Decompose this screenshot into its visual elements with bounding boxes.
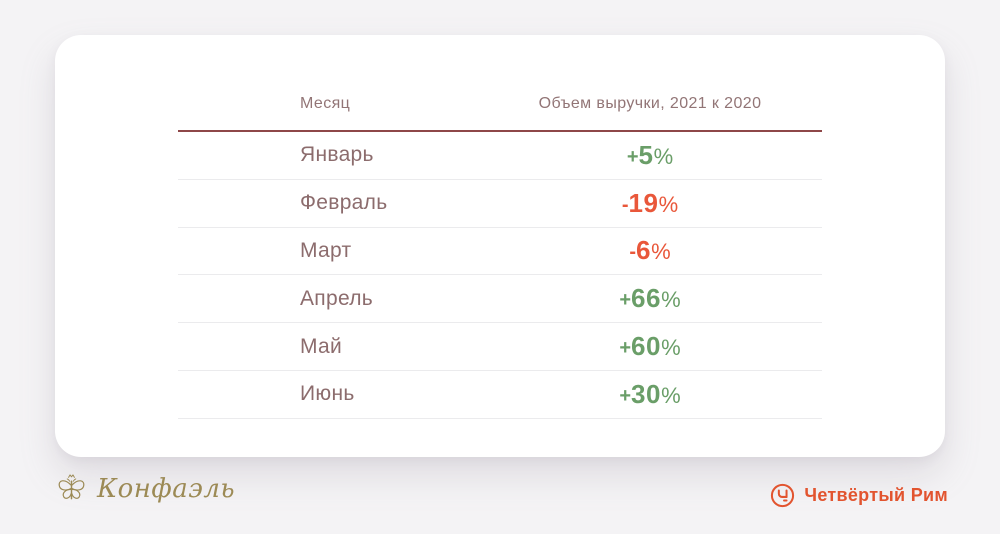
value-cell: +66%: [478, 283, 822, 314]
column-header-month: Месяц: [300, 95, 351, 112]
month-cell: Июнь: [300, 382, 355, 406]
month-cell: Май: [300, 334, 343, 358]
value-sign: +: [619, 337, 631, 360]
month-cell: Февраль: [300, 191, 388, 215]
value-sign: -: [629, 241, 637, 264]
value-cell: +30%: [478, 379, 822, 410]
table-row: Май +60%: [178, 323, 822, 371]
butterfly-icon: [58, 474, 85, 500]
value-number: 5: [638, 139, 654, 170]
value-sign: +: [619, 384, 631, 407]
value-sign: +: [619, 289, 631, 312]
value-cell: -6%: [478, 235, 822, 266]
month-cell: Апрель: [300, 286, 374, 310]
column-header-value: Объем выручки, 2021 к 2020: [538, 95, 762, 112]
value-number: 60: [631, 331, 662, 362]
table-row: Январь +5%: [178, 132, 822, 180]
value-sign: -: [621, 193, 629, 216]
table-body: Январь +5% Февраль -19% Март -6% Апрель +66% Май…: [178, 132, 822, 419]
table-row: Март -6%: [178, 228, 822, 276]
brand-fourth-rome-label: Четвёртый Рим: [804, 485, 948, 505]
value-cell: -19%: [478, 188, 822, 219]
table-row: Февраль -19%: [178, 180, 822, 228]
value-cell: +5%: [478, 140, 822, 171]
brand-confael: Конфаэль: [55, 473, 235, 504]
value-cell: +60%: [478, 331, 822, 362]
percent-sign: %: [661, 335, 681, 361]
percent-sign: %: [651, 239, 671, 265]
table-row: Июнь +30%: [178, 371, 822, 419]
month-cell: Январь: [300, 143, 374, 167]
table-card: Месяц Объем выручки, 2021 к 2020 Январь +…: [55, 35, 945, 457]
percent-sign: %: [661, 287, 681, 313]
value-number: 30: [631, 378, 662, 409]
brand-fourth-rome: Четвёртый Рим: [770, 483, 948, 508]
value-number: 6: [636, 235, 652, 266]
revenue-table: Месяц Объем выручки, 2021 к 2020 Январь +…: [178, 35, 822, 419]
value-number: 66: [631, 283, 662, 314]
table-row: Апрель +66%: [178, 275, 822, 324]
percent-sign: %: [653, 143, 674, 169]
value-sign: +: [626, 145, 639, 168]
phone-icon: [771, 483, 795, 508]
percent-sign: %: [661, 382, 681, 408]
value-number: 19: [628, 187, 659, 218]
brand-confael-label: Конфаэль: [97, 473, 236, 504]
table-header-row: Месяц Объем выручки, 2021 к 2020: [178, 35, 822, 132]
percent-sign: %: [658, 191, 679, 217]
month-cell: Март: [300, 238, 352, 262]
